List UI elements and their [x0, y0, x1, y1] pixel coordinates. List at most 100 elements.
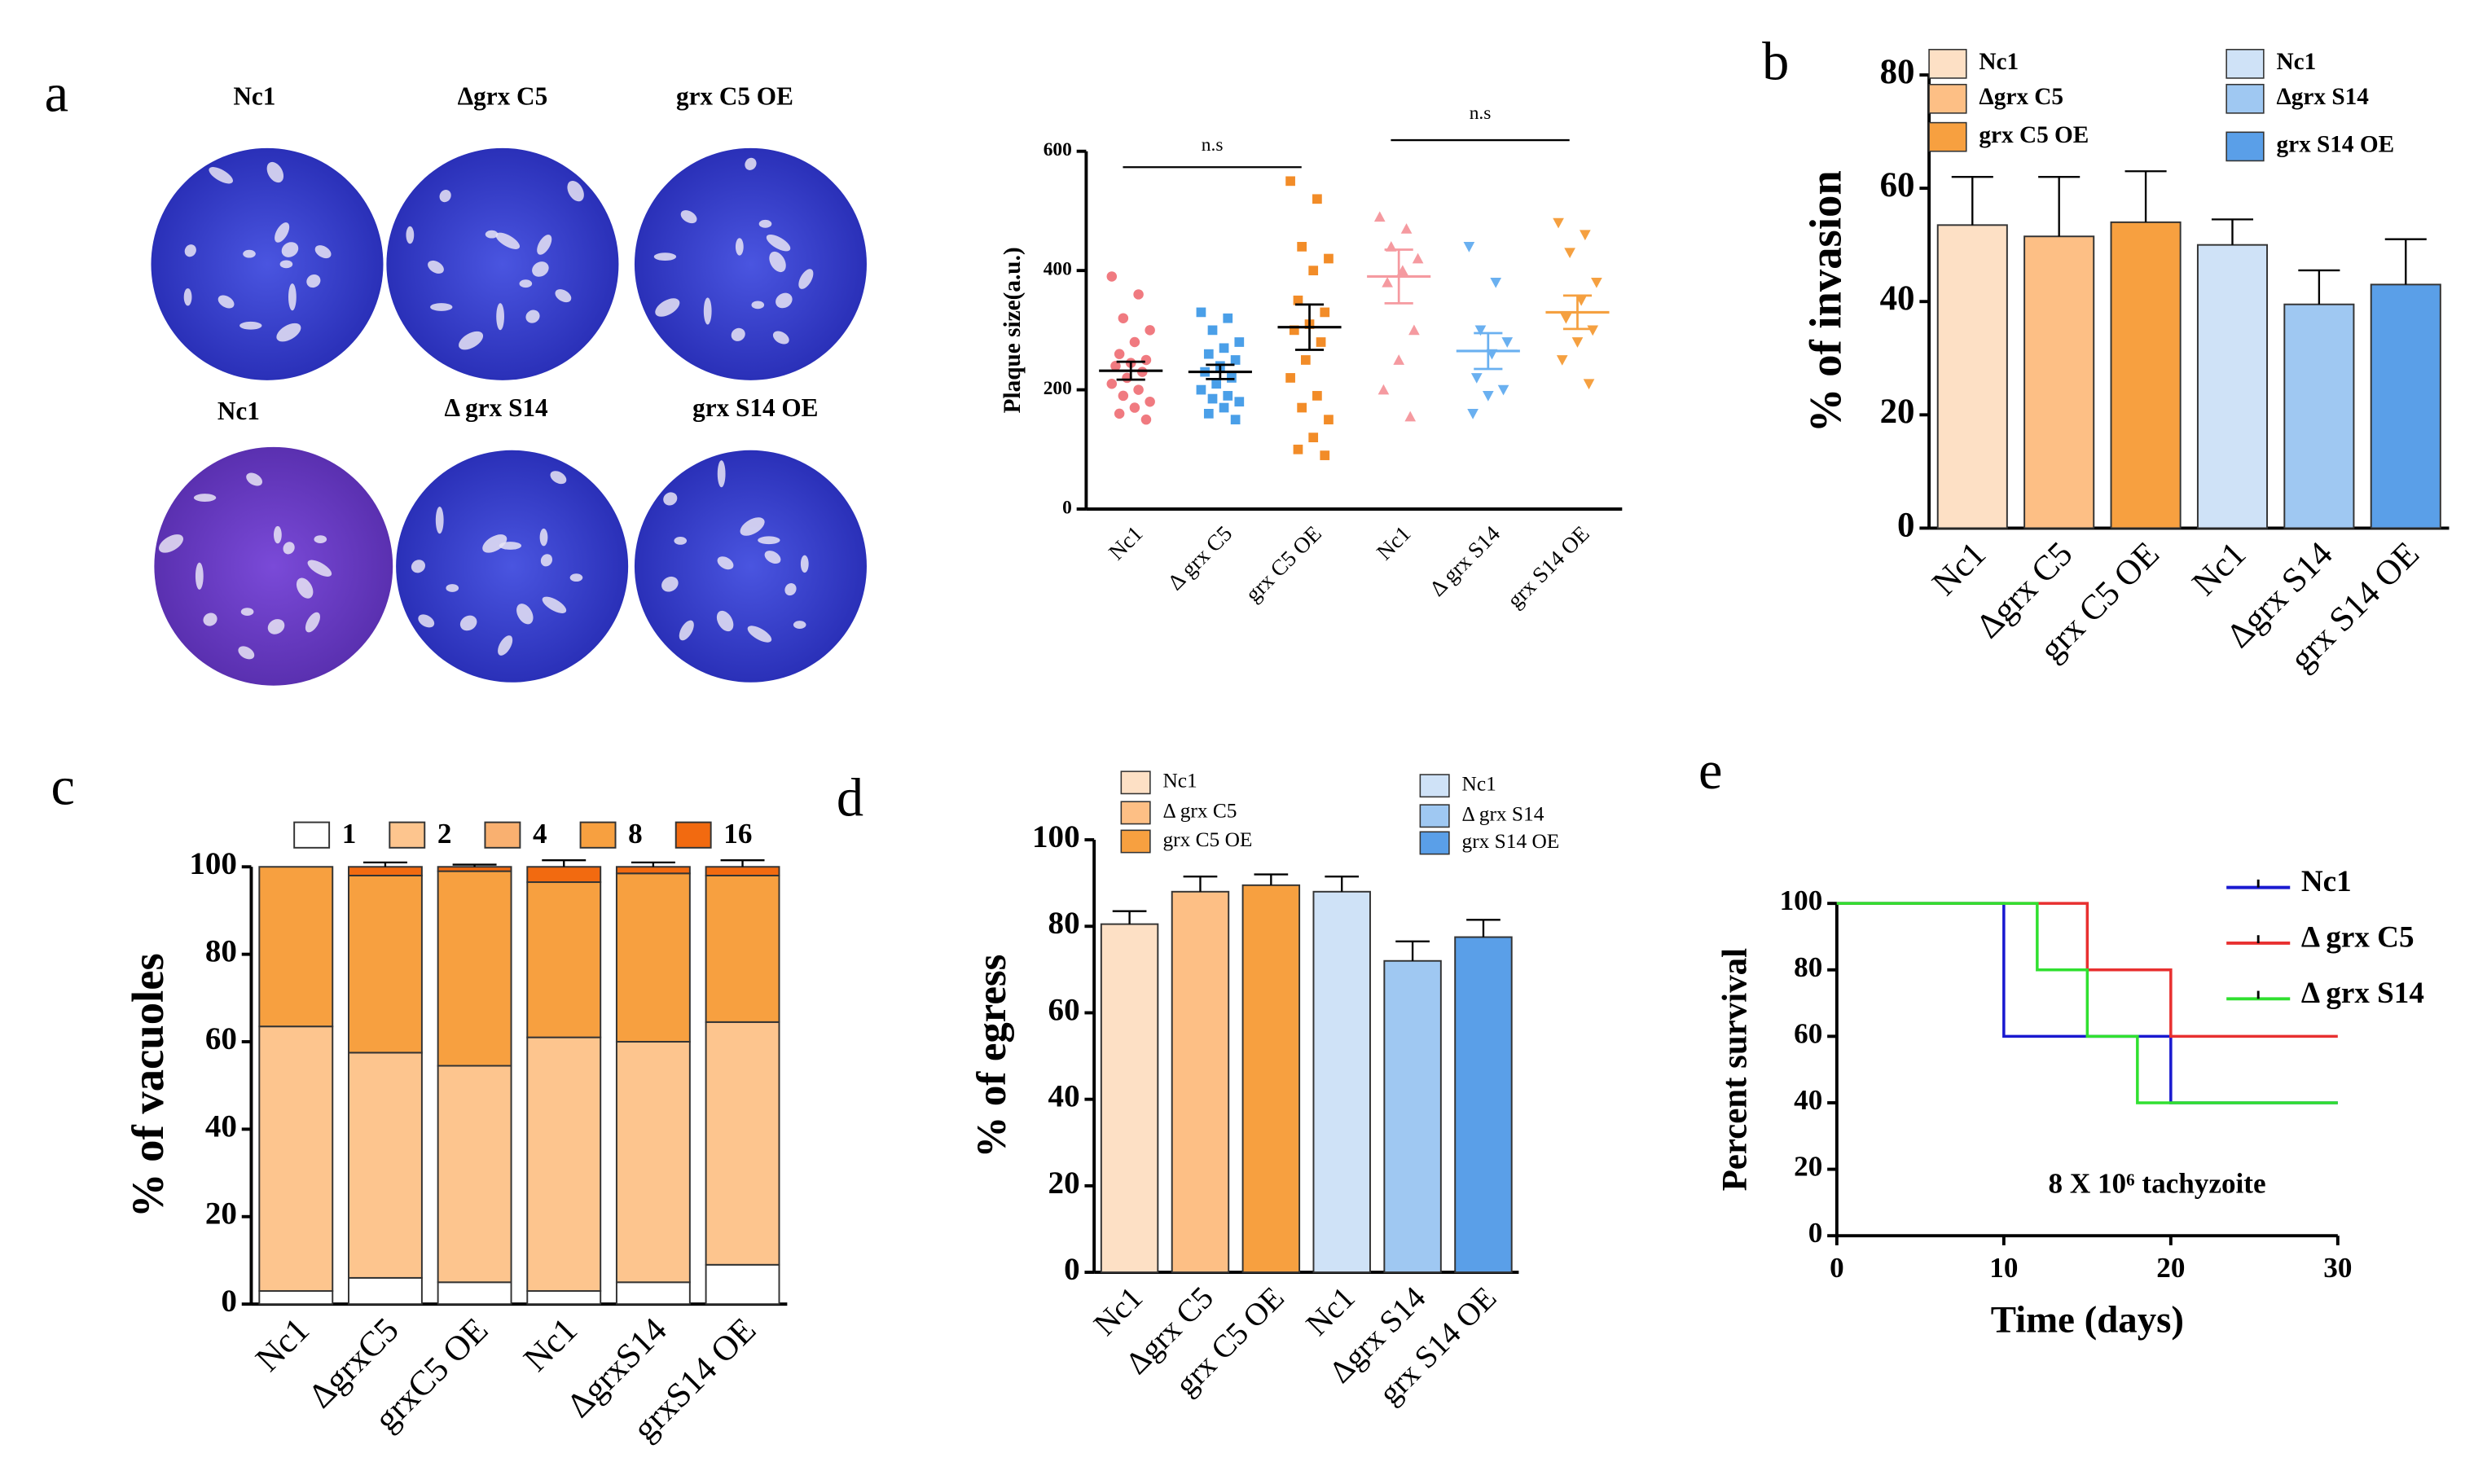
y-axis-label: % of egress: [969, 955, 1014, 1158]
x-tick-label: grx S14 OE: [1502, 521, 1593, 612]
data-point: [1118, 313, 1129, 323]
plaque-spot: [446, 584, 459, 592]
plaque-images: [151, 147, 867, 686]
survival-line: [1836, 902, 2338, 1104]
significance-label: n.s: [1202, 134, 1224, 156]
legend-label: 8: [628, 818, 643, 850]
plaque-spot: [800, 555, 809, 573]
panel-label: e: [1698, 741, 1722, 801]
plaque-spot: [655, 298, 680, 317]
data-point: [1230, 355, 1241, 365]
plaque-spot: [653, 252, 677, 261]
x-tick-label: 20: [2156, 1252, 2185, 1284]
data-point: [1140, 414, 1152, 425]
plaque-spot: [279, 260, 293, 269]
data-point: [1382, 276, 1393, 288]
y-tick-label: 100: [1032, 819, 1080, 854]
y-tick-label: 600: [1044, 139, 1072, 160]
plaque-spot: [751, 301, 765, 310]
plaque-spot: [314, 535, 327, 543]
bar-segment: [526, 866, 602, 884]
plaque-spot: [482, 534, 508, 553]
data-point: [1316, 337, 1326, 347]
legend-label: Δgrx S14: [2276, 84, 2369, 110]
y-tick-label: 400: [1044, 259, 1072, 280]
y-tick-label: 0: [221, 1284, 237, 1319]
data-point: [1553, 217, 1564, 229]
x-axis-label: Time (days): [1991, 1298, 2184, 1341]
bar: [2023, 235, 2095, 529]
data-point: [1203, 409, 1214, 419]
data-point: [1203, 349, 1214, 359]
plaque-well: [396, 450, 629, 683]
plaque-spot: [555, 289, 572, 303]
data-point: [1470, 373, 1483, 384]
legend-swatch: [1120, 801, 1151, 825]
legend-swatch: [1419, 774, 1450, 798]
legend-label: Nc1: [1979, 49, 2019, 75]
plaque-spot: [307, 560, 332, 577]
bar-segment: [437, 1281, 512, 1306]
plaque-spot: [281, 242, 299, 257]
plaque-spot: [532, 261, 549, 277]
bar-segment: [348, 1276, 423, 1306]
plaque-spot: [266, 161, 284, 183]
legend-swatch: [579, 821, 617, 849]
legend-label: Nc1: [2301, 865, 2352, 898]
data-point: [1145, 325, 1155, 336]
data-point: [1106, 271, 1118, 282]
y-tick-label: 200: [1044, 378, 1072, 399]
data-point: [1297, 242, 1307, 252]
bar: [2370, 283, 2441, 529]
data-point: [1110, 361, 1121, 371]
legend-label: 2: [437, 818, 452, 850]
data-point: [1324, 415, 1334, 425]
plaque-label: Δ grx S14: [445, 393, 549, 422]
data-point: [1308, 432, 1319, 442]
y-tick-label: 80: [1048, 906, 1080, 941]
plaque-spot: [459, 331, 484, 350]
bar-segment: [615, 1281, 691, 1306]
y-tick-label: 100: [1780, 885, 1823, 916]
plaque-spot: [203, 612, 218, 626]
data-point: [1490, 277, 1502, 288]
plaque-spot: [183, 288, 192, 306]
plaque-spot: [717, 460, 726, 488]
plaque-spot: [267, 619, 285, 634]
data-point: [1412, 252, 1424, 264]
plaque-spot: [496, 303, 504, 331]
legend-swatch: [484, 821, 521, 849]
plaque-spot: [747, 626, 772, 643]
plaque-label: Δgrx C5: [458, 81, 548, 110]
data-point: [1312, 391, 1322, 401]
legend-swatch: [1419, 831, 1450, 855]
data-point: [1129, 402, 1140, 413]
data-point: [1285, 373, 1295, 383]
legend-swatch: [1120, 829, 1151, 854]
legend-label: Δ grx C5: [2301, 921, 2414, 955]
plaque-spot: [306, 274, 321, 288]
data-point: [1308, 266, 1319, 276]
plaque-spot: [305, 612, 320, 633]
data-point: [1556, 355, 1568, 366]
plaque-spot: [246, 472, 263, 486]
data-point: [1133, 384, 1144, 395]
plaque-spot: [193, 494, 217, 502]
plaque-spot: [740, 517, 765, 536]
bar-segment: [348, 1052, 423, 1279]
data-point: [1207, 393, 1218, 404]
legend-swatch: [2226, 83, 2265, 114]
data-point: [1133, 289, 1144, 300]
bar-segment: [437, 1065, 512, 1284]
data-point: [1463, 242, 1475, 252]
plaque-spot: [411, 560, 425, 573]
data-point: [1297, 402, 1307, 413]
data-point: [1312, 194, 1322, 204]
y-tick-label: 20: [1880, 393, 1915, 431]
plaque-well: [154, 446, 393, 686]
plaque-well: [386, 147, 619, 380]
legend-swatch: [389, 821, 426, 849]
plaque-spot: [540, 554, 553, 567]
plaque-spot: [195, 562, 204, 590]
plaque-spot: [758, 219, 772, 228]
